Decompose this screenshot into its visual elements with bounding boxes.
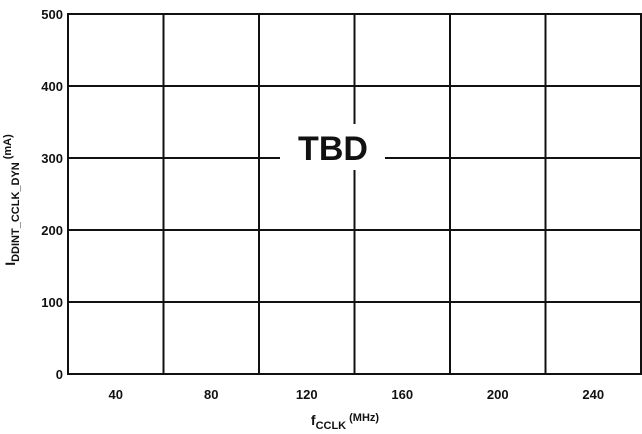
x-axis-label: fCCLK(MHz) <box>311 412 380 432</box>
tick-labels: 0 100 200 300 400 500 40 80 120 160 200 240 <box>41 7 604 402</box>
y-axis-label: IDDINT_CCLK_DYN (mA) <box>2 134 22 266</box>
y-tick-label: 500 <box>41 7 63 22</box>
y-axis-label-subscript: DDINT_CCLK_DYN <box>10 162 22 262</box>
x-tick-label: 200 <box>487 387 509 402</box>
y-tick-label: 300 <box>41 151 63 166</box>
y-tick-label: 0 <box>56 367 63 382</box>
x-tick-label: 240 <box>582 387 604 402</box>
annotation-background <box>280 124 385 170</box>
x-axis-label-subscript: CCLK <box>316 420 347 432</box>
y-axis-label-main: I <box>2 262 18 266</box>
x-tick-label: 80 <box>204 387 218 402</box>
y-tick-label: 200 <box>41 223 63 238</box>
annotation-tbd: TBD <box>298 130 368 168</box>
plot-area <box>67 13 642 375</box>
grid-lines <box>68 14 641 374</box>
x-tick-label: 120 <box>296 387 318 402</box>
x-tick-label: 160 <box>391 387 413 402</box>
x-axis-label-main: f <box>311 412 316 428</box>
x-tick-label: 40 <box>109 387 123 402</box>
x-axis-label-unit: (MHz) <box>349 412 379 424</box>
y-tick-label: 400 <box>41 79 63 94</box>
y-axis-label-unit: (mA) <box>2 134 14 159</box>
y-tick-label: 100 <box>41 295 63 310</box>
